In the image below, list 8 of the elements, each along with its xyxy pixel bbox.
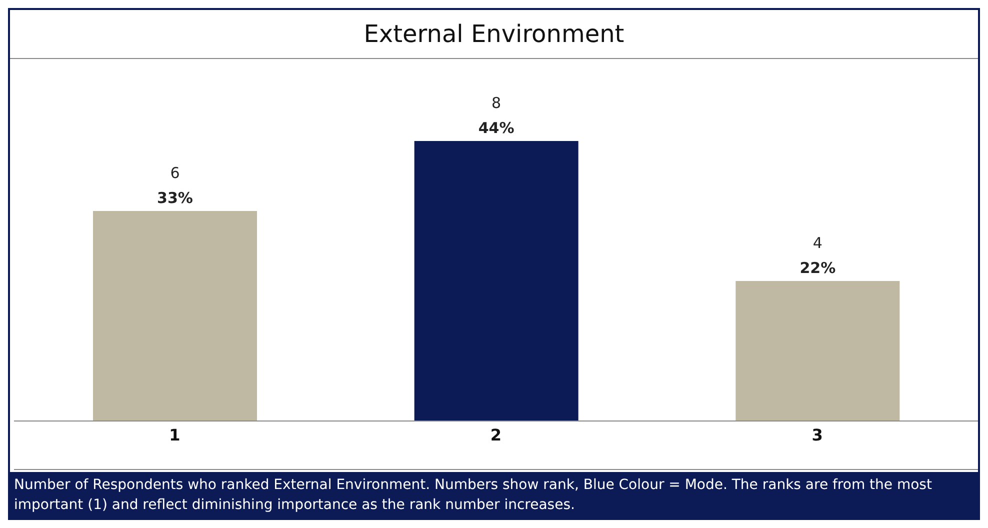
data-label: 4 22% [800,234,836,277]
data-label: 8 44% [478,94,514,137]
x-tick-label: 2 [490,425,502,444]
data-label: 6 33% [157,164,193,207]
x-tick-label: 1 [169,425,180,444]
text: Number of Respondents who ranked External Environment. Numbers show rank, Blue Colour = Mode. The ranks are from the most important (1) and reflect diminishing importance as the rank number increases. [14,476,933,515]
chart-title: External Environment [10,10,978,59]
x-tick-label: 3 [812,425,823,444]
